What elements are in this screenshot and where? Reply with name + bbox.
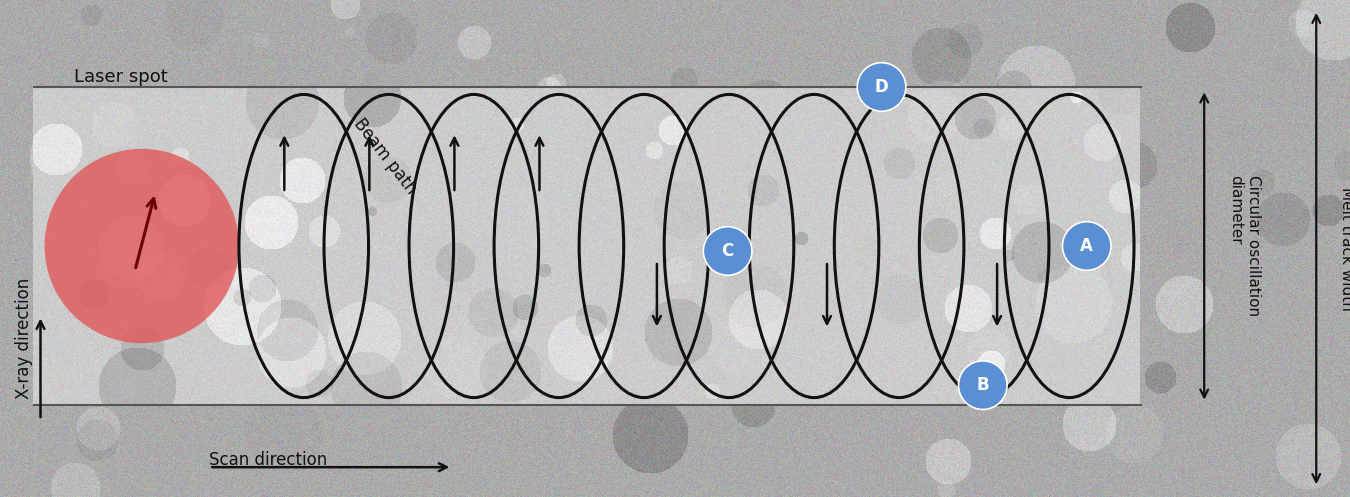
Ellipse shape — [1062, 222, 1111, 270]
Text: C: C — [721, 242, 734, 260]
Ellipse shape — [958, 361, 1007, 410]
Text: Scan direction: Scan direction — [209, 451, 328, 469]
Ellipse shape — [45, 149, 239, 343]
Text: Circular oscillation
diameter: Circular oscillation diameter — [1228, 175, 1261, 317]
Ellipse shape — [857, 63, 906, 111]
Text: Beam path: Beam path — [350, 115, 420, 198]
Text: Melt track width: Melt track width — [1339, 186, 1350, 311]
Text: X-ray direction: X-ray direction — [15, 277, 34, 399]
Text: Laser spot: Laser spot — [74, 68, 167, 86]
Text: A: A — [1080, 237, 1094, 255]
Ellipse shape — [703, 227, 752, 275]
Text: D: D — [875, 78, 888, 96]
Text: B: B — [976, 376, 990, 394]
